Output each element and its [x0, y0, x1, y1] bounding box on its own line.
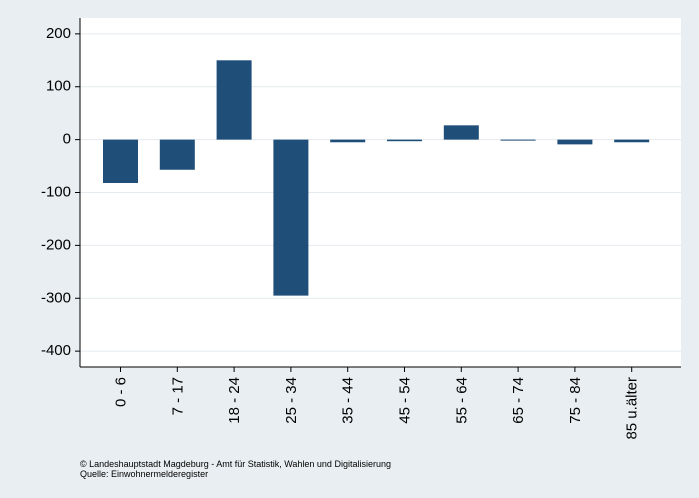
bar-10: [614, 139, 650, 143]
bar-9: [557, 139, 593, 145]
x-tick-label: 45 - 54: [397, 377, 414, 424]
x-tick-label: 25 - 34: [283, 377, 300, 424]
x-axis-ticks: 0 - 6 7 - 17 18 - 24 25 - 34 35 - 44 45 - 54 5…: [113, 367, 641, 440]
bar-7: [443, 125, 479, 140]
x-tick-label: 35 - 44: [340, 377, 357, 424]
x-tick-label: 75 - 84: [567, 377, 584, 424]
x-tick-label: 65 - 74: [510, 377, 527, 424]
source-text: Quelle: Einwohnermelderegister: [80, 469, 208, 479]
y-tick-label: 0: [63, 131, 71, 148]
y-tick-label: 100: [46, 78, 71, 95]
bar-6: [387, 139, 422, 142]
x-tick-label: 0 - 6: [113, 377, 130, 407]
y-tick-label: -300: [41, 289, 71, 306]
bar-5: [330, 139, 366, 143]
bar-4: [273, 139, 309, 296]
y-tick-label: -100: [41, 184, 71, 201]
bar-3: [216, 60, 252, 140]
y-tick-label: -400: [41, 342, 71, 359]
x-tick-label: 7 - 17: [169, 377, 186, 415]
bars: [103, 60, 650, 296]
bar-2: [159, 139, 195, 170]
y-axis-ticks: -400 -300 -200 -100 0 100 200: [41, 25, 80, 359]
y-tick-label: -200: [41, 236, 71, 253]
copyright-text: © Landeshauptstadt Magdeburg - Amt für S…: [80, 459, 391, 469]
x-tick-label: 85 u.älter: [624, 377, 641, 440]
x-tick-label: 55 - 64: [453, 377, 470, 424]
bar-1: [103, 139, 138, 183]
bar-8: [500, 139, 536, 141]
y-tick-label: 200: [46, 25, 71, 42]
x-tick-label: 18 - 24: [226, 377, 243, 424]
